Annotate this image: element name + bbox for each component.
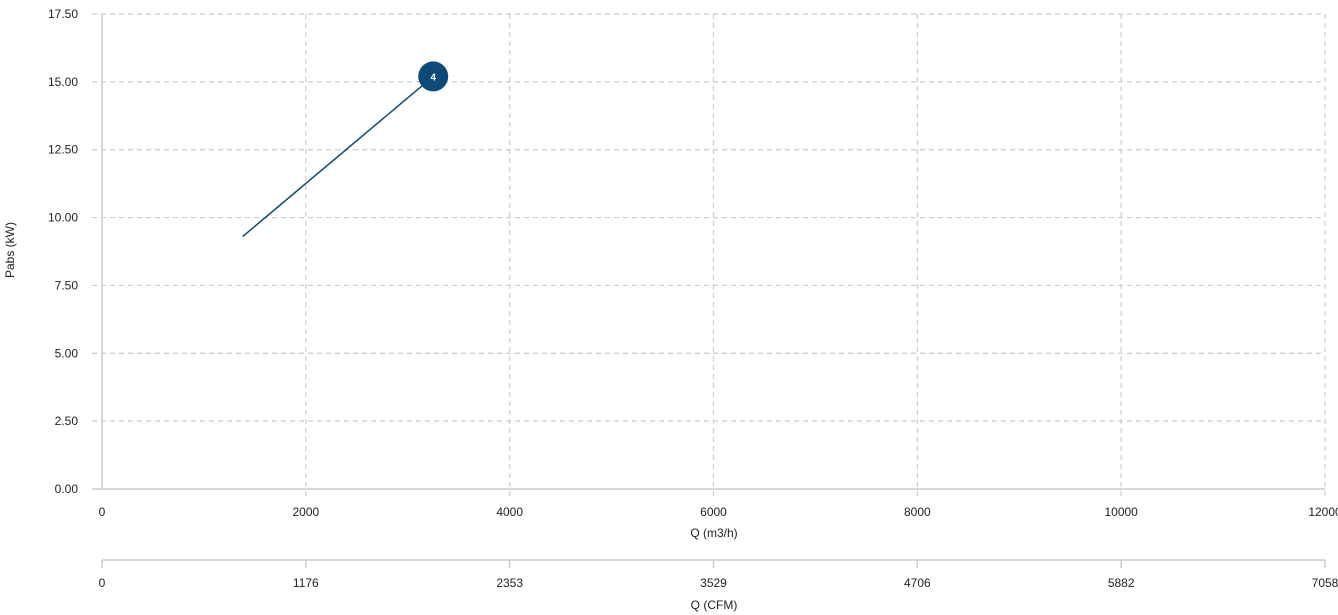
x2-tick-label: 7058 (1312, 576, 1338, 590)
x-tick-label: 6000 (700, 505, 727, 519)
y-axis-title: Pabs (kW) (3, 222, 17, 278)
y-tick-label: 7.50 (55, 278, 79, 292)
y-tick-label: 17.50 (48, 7, 78, 21)
x-axis-title: Q (m3/h) (690, 526, 737, 540)
x2-tick-label: 2353 (496, 576, 523, 590)
x2-axis-title: Q (CFM) (691, 598, 738, 612)
y-tick-label: 0.00 (55, 482, 79, 496)
y-tick-label: 15.00 (48, 75, 78, 89)
x-tick-label: 8000 (904, 505, 931, 519)
x2-tick-label: 1176 (293, 576, 319, 590)
axes (92, 14, 1326, 568)
y-tick-label: 12.50 (48, 143, 78, 157)
grid-lines (92, 13, 1326, 499)
x2-tick-label: 5882 (1108, 576, 1135, 590)
y-tick-labels: 0.00 2.50 5.00 7.50 10.00 12.50 15.00 17.50 (48, 7, 78, 496)
y-tick-label: 2.50 (55, 414, 79, 428)
x-tick-label: 10000 (1104, 505, 1138, 519)
point-marker-label: 4 (430, 72, 436, 83)
series-line (242, 75, 434, 238)
x2-tick-label: 3529 (700, 576, 727, 590)
y-tick-label: 5.00 (55, 346, 79, 360)
y-tick-label: 10.00 (48, 211, 78, 225)
x2-tick-label: 4706 (904, 576, 931, 590)
x-tick-label: 2000 (292, 505, 319, 519)
series: 4 (242, 61, 449, 238)
x-tick-label: 4000 (496, 505, 523, 519)
x2-tick-label: 0 (99, 576, 106, 590)
x-tick-label: 0 (99, 505, 106, 519)
x2-tick-labels: 0 1176 2353 3529 4706 5882 7058 (99, 576, 1338, 590)
point-marker (418, 61, 449, 92)
